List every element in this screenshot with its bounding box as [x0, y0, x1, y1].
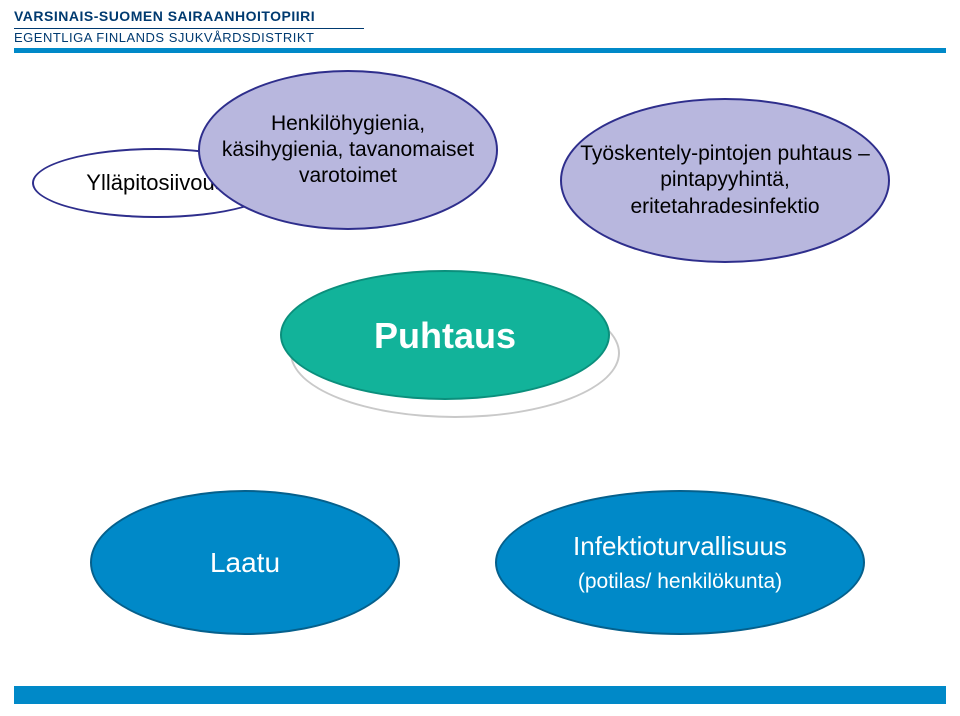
header-block-2: EGENTLIGA FINLANDS SJUKVÅRDSDISTRIKT — [14, 30, 314, 45]
header-line1: VARSINAIS-SUOMEN SAIRAANHOITOPIIRI — [14, 8, 315, 24]
bubble-henkilohygienia: Henkilöhygienia, käsihygienia, tavanomai… — [198, 70, 498, 230]
bubble-label: Työskentely-pintojen puhtaus – pintapyyh… — [562, 141, 888, 220]
header-block: VARSINAIS-SUOMEN SAIRAANHOITOPIIRI — [14, 8, 315, 24]
bubble-tyoskentely: Työskentely-pintojen puhtaus – pintapyyh… — [560, 98, 890, 263]
header-rule-thin — [14, 28, 364, 29]
bubble-laatu: Laatu — [90, 490, 400, 635]
infektio-main-label: Infektioturvallisuus — [565, 531, 795, 561]
bubble-label: Infektioturvallisuus (potilas/ henkilöku… — [557, 530, 803, 595]
bubble-label: Henkilöhygienia, käsihygienia, tavanomai… — [200, 111, 496, 190]
infektio-sub-label: (potilas/ henkilökunta) — [570, 570, 790, 593]
bubble-puhtaus: Puhtaus — [280, 270, 610, 400]
header-line2: EGENTLIGA FINLANDS SJUKVÅRDSDISTRIKT — [14, 30, 314, 45]
bubble-infektio: Infektioturvallisuus (potilas/ henkilöku… — [495, 490, 865, 635]
bubble-label: Laatu — [202, 545, 288, 580]
bubble-label: Puhtaus — [366, 313, 524, 358]
footer-bar — [14, 686, 946, 704]
header-rule-thick — [14, 48, 946, 53]
